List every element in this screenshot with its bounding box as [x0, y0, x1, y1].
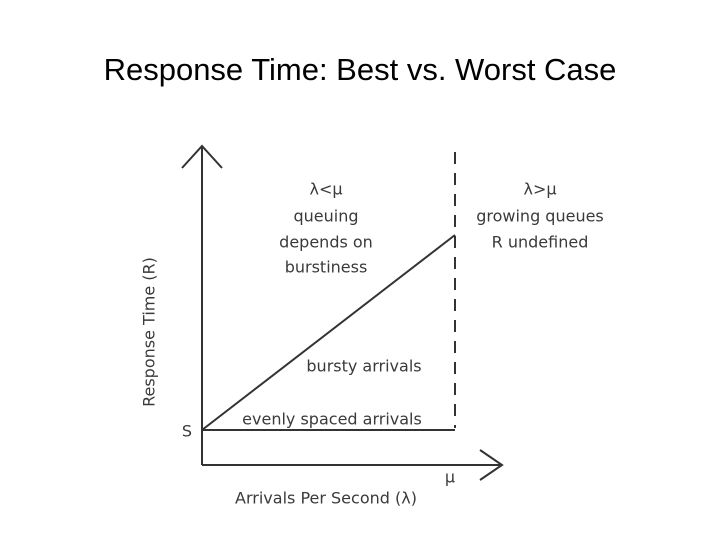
x-axis-label: Arrivals Per Second (λ): [235, 489, 417, 508]
line-label: evenly spaced arrivals: [242, 410, 422, 429]
slide-title: Response Time: Best vs. Worst Case: [104, 52, 617, 87]
s-label: S: [182, 422, 192, 441]
diagram: Response Time (R) Arrivals Per Second (λ…: [140, 144, 604, 508]
bursty-arrivals-line: [201, 234, 456, 431]
region-text: λ>μ: [523, 180, 556, 199]
mu-label: μ: [445, 468, 455, 487]
y-axis-label: Response Time (R): [140, 257, 159, 407]
line-label: bursty arrivals: [306, 357, 421, 376]
x-axis-arrow: [479, 449, 504, 481]
y-axis-arrow: [181, 144, 223, 169]
region-text: R undefined: [492, 233, 589, 252]
region-text: depends on: [279, 233, 373, 252]
region-text: burstiness: [285, 258, 368, 277]
region-text: queuing: [293, 207, 358, 226]
region-text: λ<μ: [309, 180, 342, 199]
region-text: growing queues: [476, 207, 604, 226]
